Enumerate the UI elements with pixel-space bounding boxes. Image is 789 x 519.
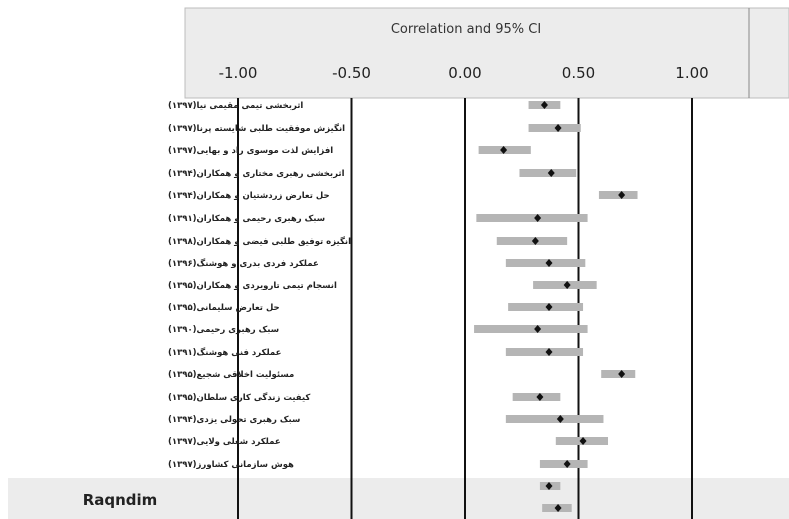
estimate-point [563,281,571,289]
study-label: عملکرد فنی هوشنگ(۱۳۹۱) [168,347,281,358]
footer-label: Raqndim [83,491,158,509]
x-tick-label: 0.00 [448,64,481,82]
study-label: حل تعارض سلیمانی(۱۳۹۵) [168,303,280,313]
estimate-point [556,415,564,423]
study-labels: اثربخشی تیمی مقیمی نیا(۱۳۹۷) انگیزش موفقی… [168,101,351,470]
study-label: سبک رهبری تحولی یزدی(۱۳۹۴) [168,415,300,425]
estimate-point [531,237,539,245]
x-tick-label: -0.50 [332,64,371,82]
ci-bar [474,325,588,333]
header-band [184,7,789,99]
estimate-point [554,124,562,132]
estimate-point [563,460,571,468]
estimate-point [545,348,553,356]
estimate-point [545,259,553,267]
study-label: هوش سازمانی کشاورز(۱۳۹۷) [168,460,294,470]
study-label: افزایش لذت موسوی راد و بهایی(۱۳۹۷) [168,146,333,156]
ci-marks [474,101,638,512]
study-label: مسئولیت اخلاقی شجیع(۱۳۹۵) [168,370,294,380]
study-label: سبک رهبری رحیمی(۱۳۹۰) [168,325,279,335]
estimate-point [618,370,626,378]
estimate-point [545,482,553,490]
x-tick-label: 1.00 [675,64,708,82]
study-label: اثربخشی تیمی مقیمی نیا(۱۳۹۷) [168,101,303,111]
estimate-point [536,393,544,401]
reference-lines [237,98,693,519]
study-label: انگیزه توفیق طلبی فیضی و همکاران(۱۳۹۸) [168,236,351,247]
study-label: انگیزش موفقیت طلبی شایسته پرنا(۱۳۹۷) [168,123,345,134]
estimate-point [547,169,555,177]
x-tick-label: 0.50 [562,64,595,82]
estimate-point [540,101,548,109]
ci-bar [476,214,588,222]
estimate-point [545,303,553,311]
study-label: حل تعارض زردشتیان و همکاران(۱۳۹۴) [168,191,330,201]
estimate-point [579,437,587,445]
estimate-point [554,504,562,512]
study-label: سبک رهبری رحیمی و همکاران(۱۳۹۱) [168,214,325,224]
estimate-point [618,191,626,199]
study-label: کیفیت زندگی کاری سلطان(۱۳۹۵) [168,392,310,403]
estimate-point [500,146,508,154]
estimate-point [534,214,542,222]
chart-title: Correlation and 95% CI [391,22,541,37]
footer-band [8,478,789,519]
study-label: اثربخشی رهبری مختاری و همکاران(۱۳۹۴) [168,169,345,179]
ci-bar [505,348,584,356]
study-label: انسجام تیمی تارویردی و همکاران(۱۳۹۵) [168,281,337,291]
study-label: عملکرد فردی بدری و هوشنگ(۱۳۹۶) [168,258,319,269]
x-tick-labels: -1.00 -0.50 0.00 0.50 1.00 [219,64,709,82]
x-tick-label: -1.00 [219,64,258,82]
estimate-point [534,325,542,333]
ci-bar [505,415,604,423]
study-label: عملکرد شغلی ولایی(۱۳۹۷) [168,437,281,447]
